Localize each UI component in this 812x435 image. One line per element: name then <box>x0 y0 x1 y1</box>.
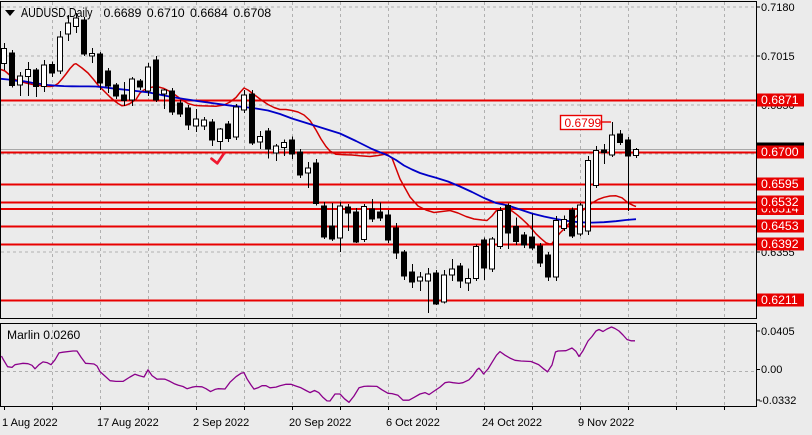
svg-text:0.7180: 0.7180 <box>761 2 795 14</box>
svg-text:0.6595: 0.6595 <box>761 177 799 191</box>
svg-text:20 Sep 2022: 20 Sep 2022 <box>289 417 351 429</box>
svg-text:9 Nov 2022: 9 Nov 2022 <box>578 417 634 429</box>
svg-text:0.7015: 0.7015 <box>761 51 795 63</box>
svg-text:17 Aug 2022: 17 Aug 2022 <box>97 417 159 429</box>
svg-text:-0.0332: -0.0332 <box>759 395 796 407</box>
svg-text:0.6799: 0.6799 <box>565 116 602 130</box>
svg-text:0.6211: 0.6211 <box>761 293 798 307</box>
svg-text:AUDUSD,Daily: AUDUSD,Daily <box>21 6 93 20</box>
svg-text:0.6453: 0.6453 <box>761 219 799 233</box>
svg-text:0.6392: 0.6392 <box>761 237 799 251</box>
svg-text:0.0405: 0.0405 <box>761 326 795 338</box>
svg-text:0.6871: 0.6871 <box>761 93 799 107</box>
svg-text:1 Aug 2022: 1 Aug 2022 <box>2 417 58 429</box>
svg-text:0.00: 0.00 <box>761 364 782 376</box>
svg-text:2 Sep 2022: 2 Sep 2022 <box>193 417 249 429</box>
svg-text:0.6689 0.6710 0.6684 0.6708: 0.6689 0.6710 0.6684 0.6708 <box>104 6 272 20</box>
svg-text:Marlin 0.0260: Marlin 0.0260 <box>7 328 81 342</box>
svg-text:24 Oct 2022: 24 Oct 2022 <box>482 417 542 429</box>
svg-text:0.6532: 0.6532 <box>761 195 799 209</box>
svg-text:6 Oct 2022: 6 Oct 2022 <box>386 417 440 429</box>
svg-text:0.6700: 0.6700 <box>761 145 799 159</box>
